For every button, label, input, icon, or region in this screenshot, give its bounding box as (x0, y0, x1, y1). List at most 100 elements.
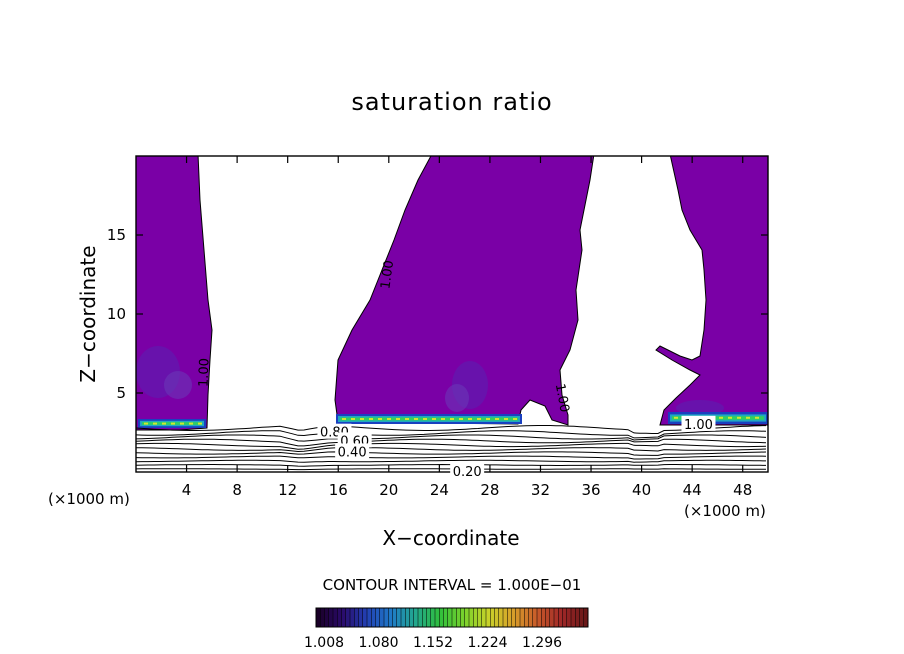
colorbar-cell (566, 608, 572, 627)
colorbar-cell (320, 608, 325, 627)
band-speckle (189, 422, 193, 425)
contour-line (136, 442, 767, 450)
x-tick-label: 8 (232, 481, 242, 499)
colorbar-cell (579, 608, 585, 627)
colorbar-tick-label: 1.008 (304, 635, 344, 651)
colorbar-cell (583, 608, 589, 627)
colorbar-cell (571, 608, 576, 627)
colorbar-cell (422, 608, 427, 627)
colorbar-cell (396, 608, 402, 627)
contour-line (136, 438, 767, 447)
contour-labels: 1.001.001.001.000.800.600.400.20 (196, 259, 716, 480)
contour-line (136, 447, 767, 453)
colorbar-cell (418, 608, 423, 627)
band-speckle (432, 418, 436, 420)
colorbar-tick-label: 1.224 (467, 635, 507, 651)
colorbar-cell (532, 608, 538, 627)
x-tick-label: 48 (733, 481, 752, 499)
colorbar-cell (481, 608, 487, 627)
colorbar-cell (375, 608, 381, 627)
colorbar-cell (528, 608, 534, 627)
band-speckle (144, 422, 148, 425)
colorbar-cell (401, 608, 406, 627)
colorbar-cell (337, 608, 342, 627)
contour-line (136, 434, 767, 442)
contour-label-bg (335, 443, 370, 459)
band-speckle (369, 418, 373, 420)
band-layer (672, 416, 764, 420)
x-tick-label: 24 (430, 481, 449, 499)
colorbar-cell (537, 608, 542, 627)
band-speckle (674, 416, 678, 419)
colorbar-cell (439, 608, 444, 627)
band-speckle (450, 418, 454, 420)
colorbar-cell (333, 608, 338, 627)
contour-line (136, 430, 767, 439)
band-speckle (459, 418, 463, 420)
contour-line (136, 451, 767, 456)
colorbar-cell (362, 608, 368, 627)
band-speckle (162, 422, 166, 425)
x-tick-label: 20 (379, 481, 398, 499)
colorbar-cell (435, 608, 440, 627)
contour-label-bg (450, 463, 485, 479)
colorbar-tick-label: 1.080 (358, 635, 398, 651)
moist-region-3 (655, 156, 768, 426)
colorbar-cell (447, 608, 453, 627)
colorbar-cell (541, 608, 546, 627)
contour-label: 0.40 (338, 445, 367, 460)
band-speckle (719, 416, 723, 419)
colorbar-cell (524, 608, 529, 627)
band-speckle (351, 418, 355, 420)
contour-label: 1.00 (378, 259, 397, 290)
colorbar-cell (469, 608, 474, 627)
x-unit-label-left: (×1000 m) (48, 490, 130, 508)
band-speckle (414, 418, 418, 420)
x-tick-label: 4 (182, 481, 192, 499)
contour-line (136, 459, 767, 463)
colorbar-cell (379, 608, 385, 627)
contour-label-bg (681, 415, 716, 431)
colorbar-cell (358, 608, 364, 627)
colorbar-cell (520, 608, 525, 627)
contour-interval-text: CONTOUR INTERVAL = 1.000E−01 (322, 576, 582, 594)
colorbar-cell (515, 608, 521, 627)
colorbar-cell (345, 608, 351, 627)
colorbar-cell (443, 608, 449, 627)
band-speckle (342, 418, 346, 420)
x-tick-label: 32 (531, 481, 550, 499)
band-speckle (728, 416, 732, 419)
colorbar-cell (328, 608, 334, 627)
colorbar-tick-label: 1.152 (413, 635, 453, 651)
colorbar-cell (558, 608, 563, 627)
band-speckle (378, 418, 382, 420)
x-axis-label: X−coordinate (382, 526, 520, 550)
band-speckle (153, 422, 157, 425)
colorbar-cell (503, 608, 508, 627)
band-layer (340, 417, 518, 421)
band-speckle (495, 418, 499, 420)
colorbar-cell (456, 608, 461, 627)
colorbar-cell (405, 608, 410, 627)
x-tick-label: 36 (581, 481, 600, 499)
colorbar-cell (494, 608, 500, 627)
colorbar: 1.008 1.080 1.152 1.224 1.296 (304, 607, 589, 651)
colorbar-cell (426, 608, 432, 627)
colorbar-cell (498, 608, 504, 627)
colorbar-cell (452, 608, 457, 627)
colorbar-cell (350, 608, 355, 627)
band-speckle (746, 416, 750, 419)
colorbar-cell (490, 608, 495, 627)
colorbar-cell (545, 608, 551, 627)
x-unit-label-right: (×1000 m) (684, 502, 766, 520)
colorbar-cell (324, 608, 330, 627)
colorbar-cell (554, 608, 559, 627)
colorbar-cell (367, 608, 372, 627)
band-speckle (441, 418, 445, 420)
x-tick-label: 44 (683, 481, 702, 499)
colorbar-cell (507, 608, 512, 627)
colorbar-frame (315, 607, 589, 628)
band-speckle (504, 418, 508, 420)
contour-line (136, 425, 767, 434)
